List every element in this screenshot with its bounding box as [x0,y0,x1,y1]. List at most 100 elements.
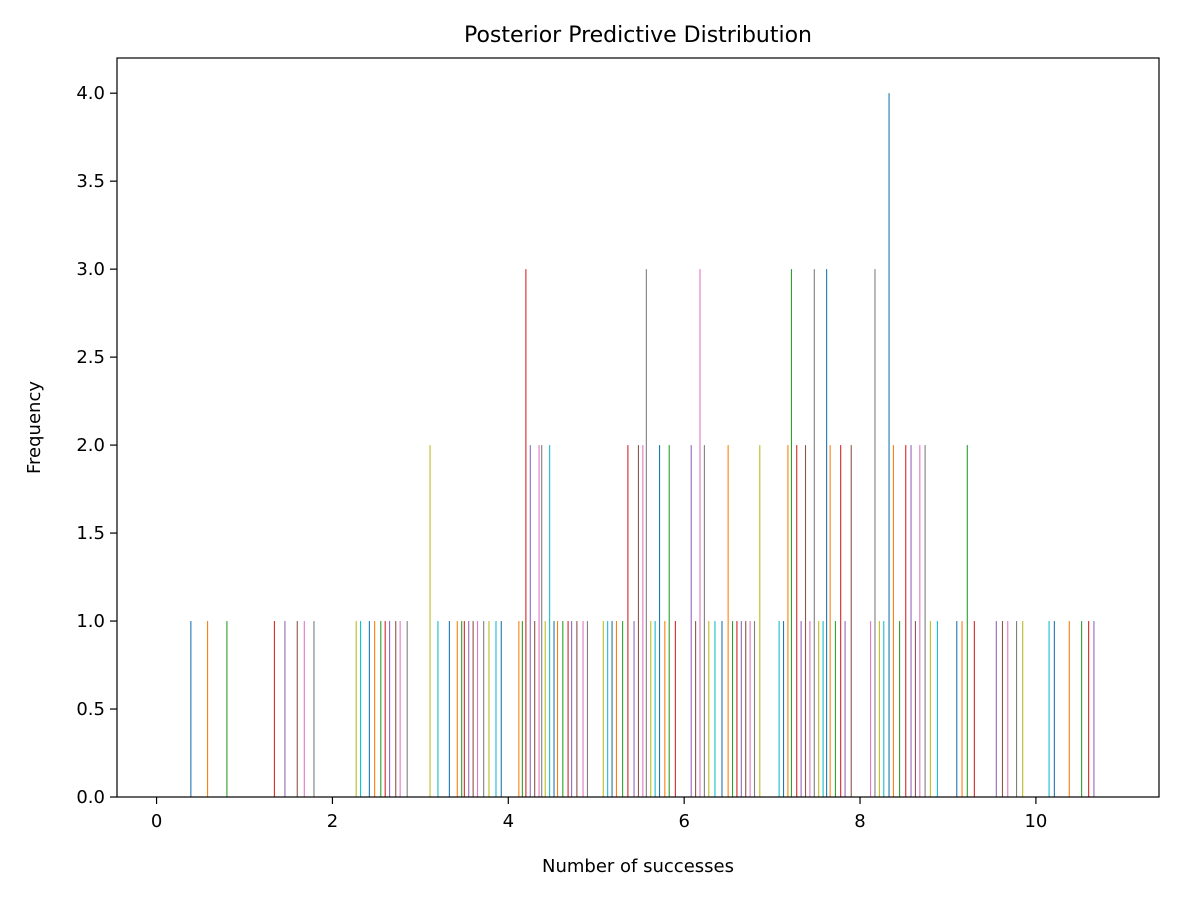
bar [529,445,531,797]
bar [463,621,465,797]
x-tick-label: 4 [503,811,514,832]
bar [380,621,382,797]
bar [822,621,824,797]
bar [878,621,880,797]
bar [495,621,497,797]
bar [892,445,894,797]
bar [1053,621,1055,797]
bar [650,621,652,797]
bar [607,621,609,797]
bar [602,621,604,797]
bar [518,621,520,797]
bar [708,621,710,797]
bar [611,621,613,797]
bar [374,621,376,797]
bar [448,621,450,797]
bar [956,621,958,797]
bar [727,445,729,797]
bar [929,621,931,797]
bar [538,445,540,797]
bar [690,445,692,797]
bar [429,445,431,797]
bar [633,621,635,797]
bar [642,445,644,797]
bars-group [190,93,1095,797]
bar [721,621,723,797]
bar [406,621,408,797]
bar [313,621,315,797]
bar [745,621,747,797]
bar [395,621,397,797]
chart-title: Posterior Predictive Distribution [464,23,812,48]
bar [883,621,885,797]
bar [870,621,872,797]
bar [368,621,370,797]
bar [360,621,362,797]
bar [899,621,901,797]
bar [1007,621,1009,797]
bar [664,621,666,797]
bar [284,621,286,797]
bar [207,621,209,797]
bar [966,445,968,797]
bar [790,269,792,797]
bar [759,445,761,797]
bar [582,621,584,797]
bar [399,621,401,797]
bar [924,445,926,797]
bar [296,621,298,797]
x-tick-label: 10 [1024,811,1047,832]
bar [973,621,975,797]
bar [800,621,802,797]
bar [1001,621,1004,797]
bar [936,621,938,797]
bar [637,445,639,797]
bar [961,621,963,797]
bar [1022,621,1024,797]
bar [753,621,756,797]
bar [567,621,569,797]
bar [273,621,275,797]
bar [576,621,578,797]
bar [919,445,921,797]
bar [695,621,697,797]
bar [714,621,716,797]
bar [525,269,527,797]
x-tick-label: 2 [327,811,338,832]
y-tick-label: 1.5 [76,523,105,544]
y-tick-label: 4.0 [76,83,105,104]
x-axis-label: Number of successes [542,856,734,877]
bar [778,621,780,797]
bar [627,445,629,797]
bar [826,269,828,797]
y-axis-label: Frequency [24,381,45,474]
plot-frame [116,57,1160,798]
bar [615,621,618,797]
bar [668,445,670,797]
bar [888,93,890,797]
x-tick-label: 6 [678,811,689,832]
y-tick-label: 3.5 [76,171,105,192]
bar [476,621,479,797]
bar [1068,621,1070,797]
bar [874,269,876,797]
bar [844,621,846,797]
bar [488,621,490,797]
bar [658,445,661,797]
bar [553,621,555,797]
bar [809,621,811,797]
bar [813,269,815,797]
y-axis-ticks: 0.0 0.5 1.0 1.5 2.0 2.5 3.0 3.5 4.0 [76,83,117,808]
bar [905,445,907,797]
bar [995,621,997,797]
bar [562,621,564,797]
bar [787,445,789,797]
bar [456,621,458,797]
bar [190,621,192,797]
bar [818,621,820,797]
bar [654,621,656,797]
bar [534,621,536,797]
y-tick-label: 3.0 [76,259,105,280]
